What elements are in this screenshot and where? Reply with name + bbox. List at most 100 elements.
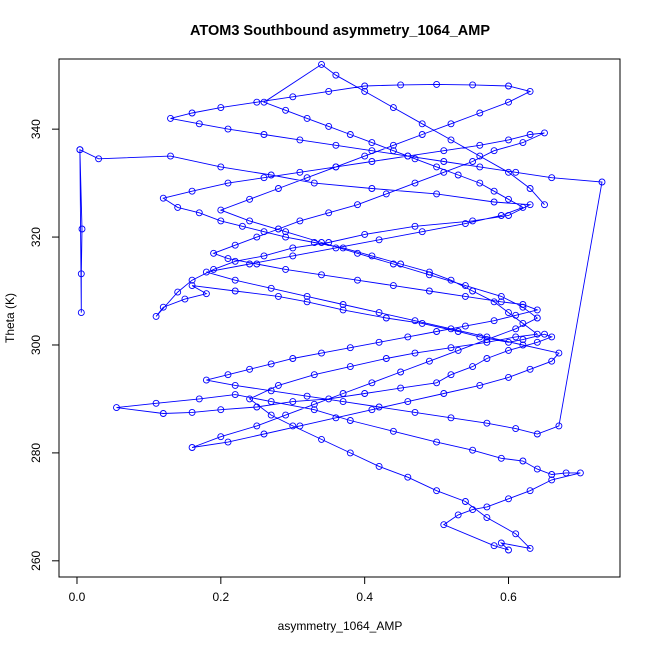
- data-point: [77, 309, 85, 317]
- y-axis: 260 280 300 320 340: [29, 119, 60, 571]
- data-point: [375, 338, 383, 346]
- data-point: [533, 465, 541, 473]
- data-point: [476, 109, 484, 117]
- data-point: [152, 312, 160, 320]
- data-point: [260, 430, 268, 438]
- data-point: [246, 217, 254, 225]
- data-point: [533, 430, 541, 438]
- data-point: [505, 82, 512, 90]
- data-point: [469, 81, 477, 89]
- data-point: [433, 438, 441, 446]
- data-point: [454, 346, 462, 354]
- data-point: [389, 141, 397, 149]
- data-point: [389, 104, 397, 112]
- data-point: [476, 141, 484, 149]
- data-point: [282, 265, 290, 273]
- data-point: [310, 406, 318, 414]
- data-point: [217, 206, 225, 214]
- data-point: [282, 106, 290, 114]
- data-point: [274, 292, 282, 300]
- data-point: [289, 355, 297, 362]
- data-point: [188, 187, 196, 195]
- data-point: [555, 349, 563, 357]
- data-point: [167, 152, 174, 160]
- data-point: [368, 379, 376, 387]
- chart-title: ATOM3 Southbound asymmetry_1064_AMP: [190, 23, 490, 39]
- data-point: [548, 333, 556, 341]
- data-point: [188, 109, 196, 117]
- data-point: [303, 292, 311, 300]
- data-point: [217, 217, 225, 225]
- data-point: [78, 225, 86, 233]
- y-tick-label: 340: [29, 119, 43, 139]
- data-point: [368, 252, 376, 260]
- data-point: [267, 360, 275, 368]
- data-point: [274, 225, 282, 233]
- data-point: [454, 171, 462, 179]
- data-point: [512, 325, 520, 333]
- data-point: [541, 330, 548, 338]
- x-tick-label: 0.6: [500, 590, 517, 604]
- data-point: [354, 276, 361, 284]
- data-point: [332, 244, 340, 252]
- data-point: [159, 410, 167, 417]
- data-point: [505, 373, 512, 381]
- data-point: [483, 419, 491, 427]
- x-tick-label: 0.2: [212, 590, 229, 604]
- data-point: [533, 314, 541, 322]
- data-point: [296, 168, 304, 176]
- data-point: [512, 425, 520, 433]
- data-point: [361, 82, 369, 90]
- data-point: [411, 222, 419, 230]
- y-tick-label: 260: [29, 550, 43, 570]
- data-point: [548, 471, 556, 478]
- data-point: [404, 152, 412, 160]
- data-point: [497, 454, 505, 462]
- data-point: [512, 311, 520, 319]
- data-point: [260, 174, 268, 182]
- data-point: [217, 406, 225, 414]
- data-point: [361, 390, 369, 397]
- data-point: [447, 120, 455, 128]
- data-point: [188, 444, 196, 451]
- data-point: [541, 129, 548, 137]
- data-point: [188, 282, 196, 290]
- data-point: [447, 414, 455, 422]
- data-point: [505, 168, 512, 176]
- data-point: [246, 395, 254, 403]
- data-point: [497, 298, 505, 306]
- data-point: [76, 146, 84, 154]
- data-point: [296, 136, 304, 144]
- data-point: [188, 276, 196, 284]
- data-point: [210, 265, 218, 273]
- data-point: [440, 158, 448, 165]
- data-point: [411, 317, 419, 325]
- data-point: [483, 336, 491, 344]
- data-point: [411, 349, 419, 357]
- data-point: [476, 333, 484, 341]
- data-point: [210, 249, 218, 257]
- data-point: [310, 371, 318, 379]
- data-point: [282, 411, 290, 419]
- data-point: [433, 163, 441, 171]
- data-point: [217, 433, 225, 441]
- data-point: [526, 544, 534, 552]
- data-point: [512, 333, 520, 341]
- data-point: [361, 230, 369, 238]
- data-point: [375, 403, 383, 411]
- data-point: [346, 449, 354, 457]
- data-point: [447, 276, 455, 284]
- data-point: [411, 408, 419, 416]
- data-point: [555, 422, 563, 430]
- data-point: [318, 349, 325, 357]
- data-point: [382, 190, 390, 198]
- data-point: [461, 498, 469, 505]
- data-point: [533, 330, 541, 338]
- data-point: [526, 365, 534, 373]
- data-point: [354, 249, 361, 257]
- data-point: [318, 435, 325, 443]
- data-point: [447, 371, 455, 379]
- data-point: [289, 244, 297, 252]
- data-point: [346, 417, 354, 424]
- data-point: [461, 322, 469, 330]
